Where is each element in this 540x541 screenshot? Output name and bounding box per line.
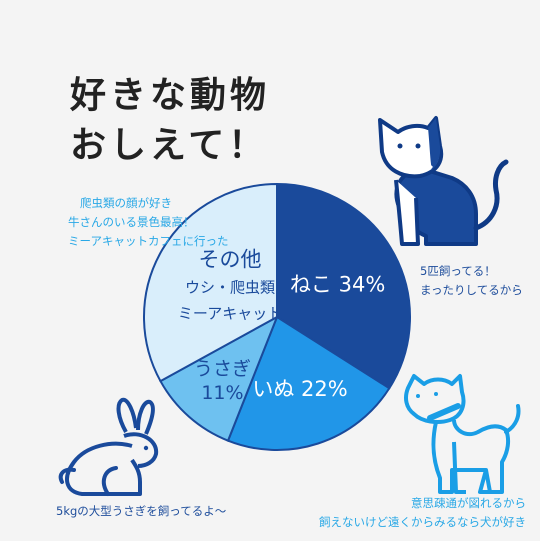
pie-slice-dog: [226, 315, 391, 451]
pie-slice-rabbit: [159, 314, 279, 442]
slice-label-other-name: その他: [199, 248, 262, 272]
slice-label-cat: ねこ 34%: [290, 273, 385, 297]
note-dog: 意思疎通が図れるから 飼えないけど遠くからみるなら犬が好き: [319, 494, 526, 532]
slice-sublabel-other-1: ミーアキャット: [178, 305, 282, 323]
note-cat-line-2: まったりしてるから: [420, 283, 523, 297]
pie-slices: [143, 182, 411, 451]
slice-label-rabbit-name: うさぎ: [194, 358, 251, 380]
slice-label-rabbit-value: 11%: [201, 382, 243, 404]
pie-slice-other: [143, 182, 278, 383]
dog-icon: [404, 374, 521, 494]
note-other-line-3: ミーアキャットカフェに行った: [68, 234, 229, 248]
slice-label-dog: いぬ 22%: [252, 377, 347, 401]
slice-sublabel-other-0: ウシ・爬虫類: [185, 279, 275, 297]
cat-icon: [378, 116, 509, 246]
note-dog-line-1: 意思疎通が図れるから: [411, 496, 526, 510]
title-line-1: 好きな動物: [70, 75, 271, 116]
note-other-line-1: 爬虫類の顔が好き: [80, 196, 172, 210]
note-rabbit-line-1: 5kgの大型うさぎを飼ってるよ〜: [56, 504, 227, 518]
note-dog-line-2: 飼えないけど遠くからみるなら犬が好き: [319, 515, 526, 529]
note-other: 爬虫類の顔が好き 牛さんのいる景色最高！ ミーアキャットカフェに行った: [68, 194, 229, 251]
note-other-line-2: 牛さんのいる景色最高！: [68, 215, 195, 229]
note-rabbit: 5kgの大型うさぎを飼ってるよ〜: [56, 502, 226, 521]
rabbit-icon: [58, 397, 159, 496]
note-cat-line-1: 5匹飼ってる！: [420, 264, 496, 278]
title-line-2: おしえて！: [70, 125, 269, 166]
note-cat: 5匹飼ってる！ まったりしてるから: [420, 262, 523, 300]
